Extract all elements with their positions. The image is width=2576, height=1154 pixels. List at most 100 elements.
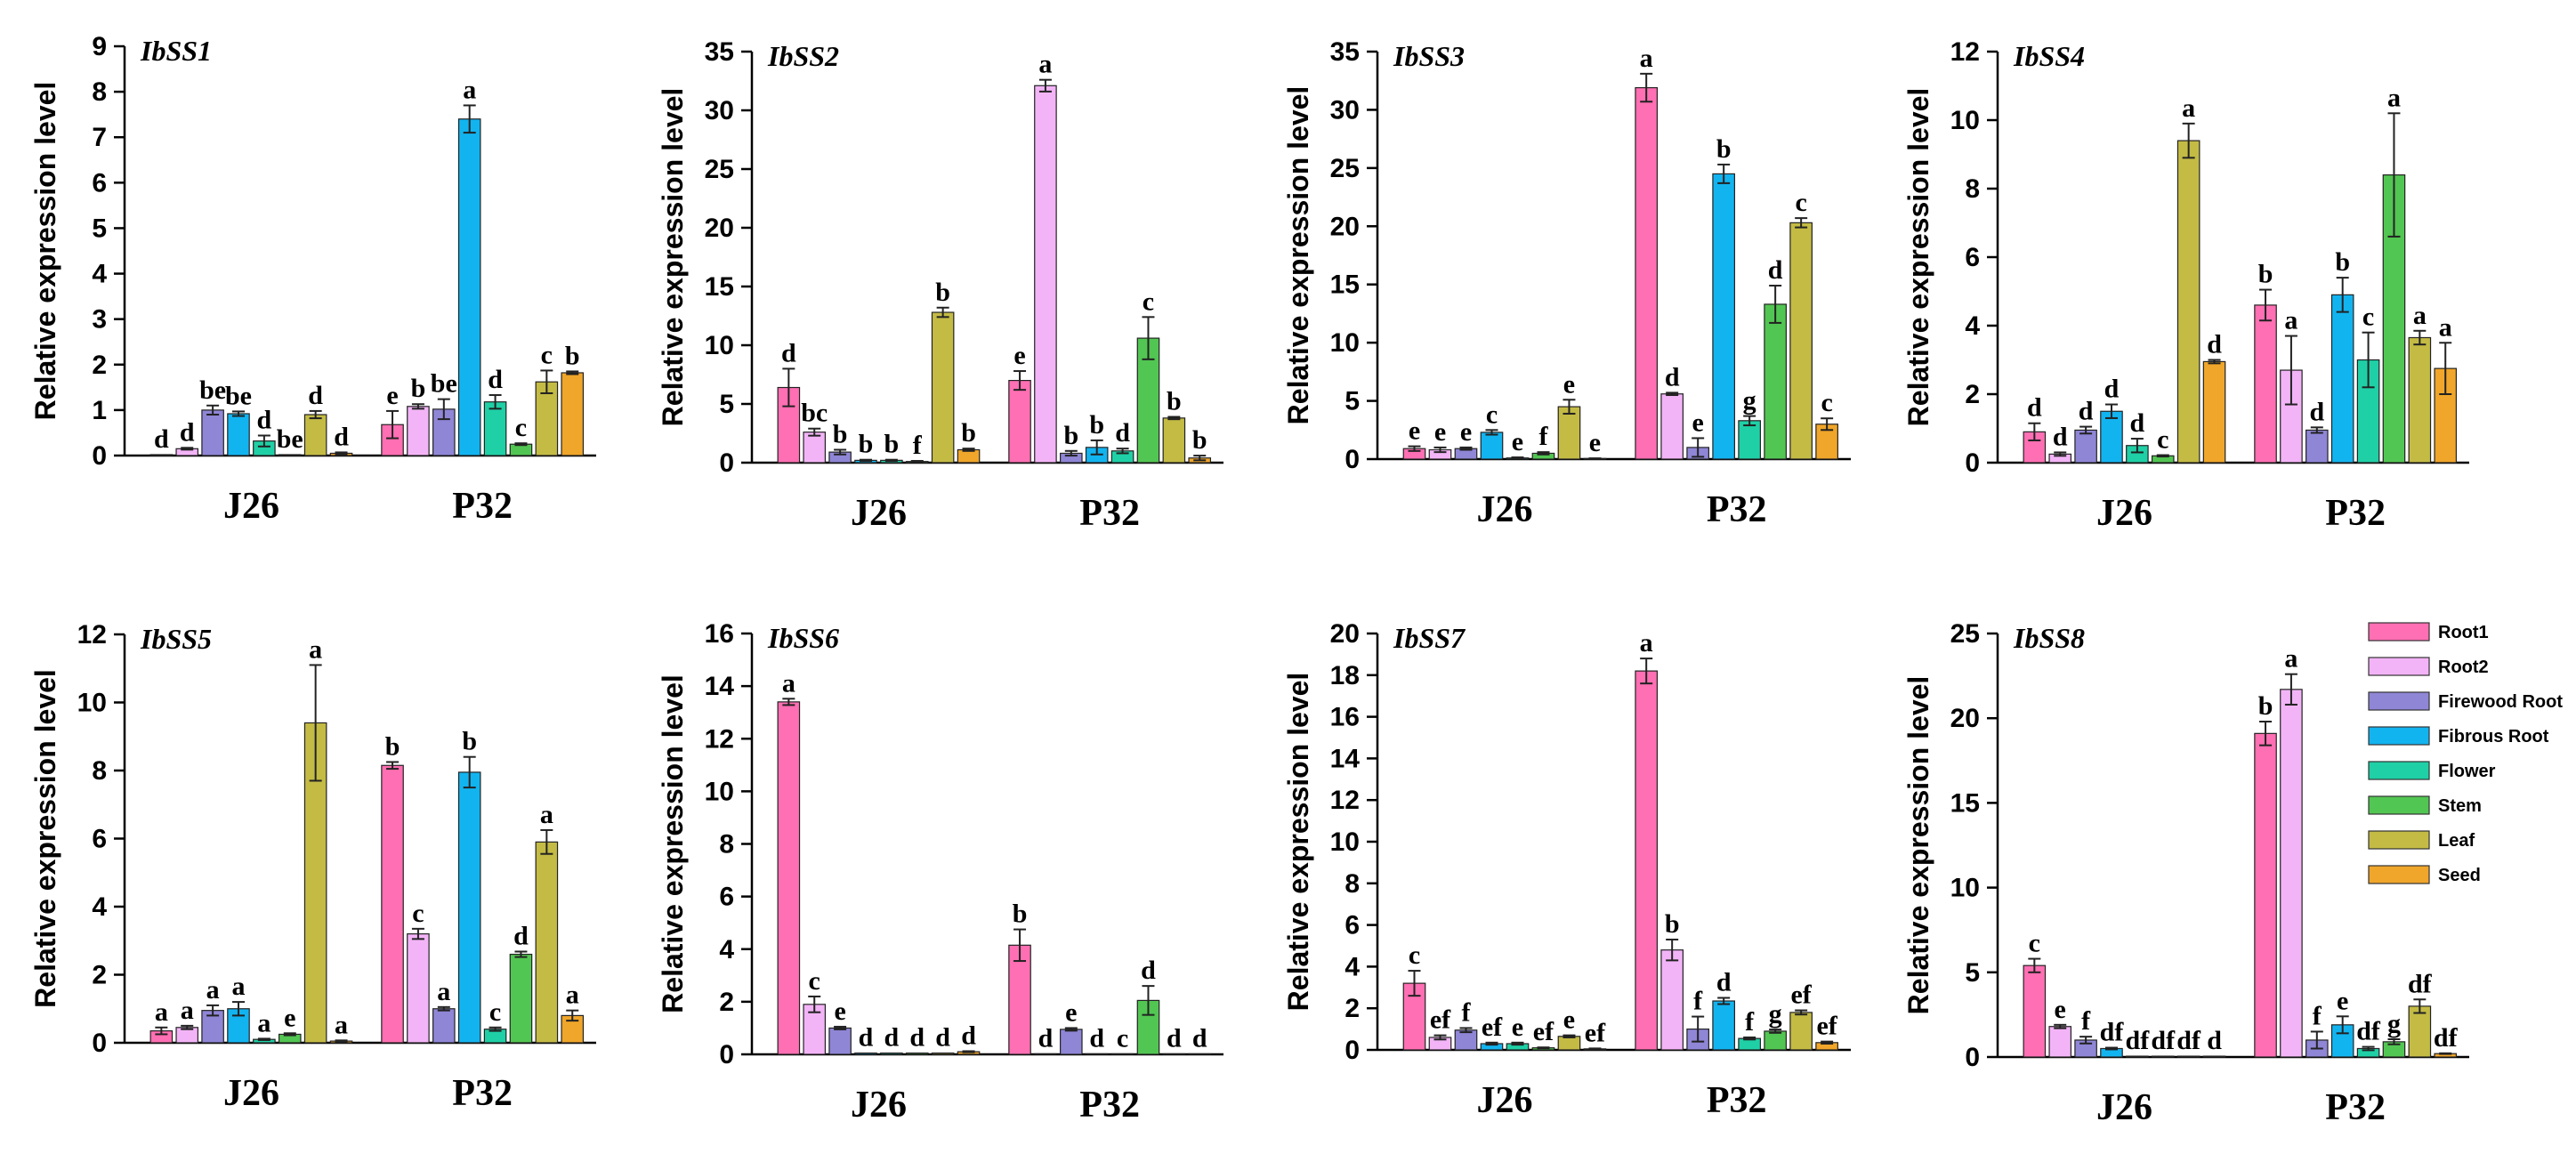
y-tick-label: 12 <box>1950 37 1980 67</box>
panel-title: IbSS5 <box>140 623 212 655</box>
bar <box>2305 429 2329 464</box>
significance-label: d <box>1716 968 1732 997</box>
bar <box>1738 420 1761 460</box>
legend: Root1 Root2 Firewood Root Fibrous Root Flowe… <box>2368 622 2563 885</box>
y-tick-label: 5 <box>1345 387 1360 416</box>
significance-label: c <box>489 997 501 1027</box>
significance-label: a <box>782 668 795 698</box>
significance-label: a <box>181 996 194 1025</box>
y-tick-label: 0 <box>1345 1036 1360 1065</box>
group-label: P32 <box>1079 1085 1140 1126</box>
significance-label: a <box>335 1010 348 1039</box>
legend-label: Flower <box>2438 762 2496 781</box>
y-tick-label: 6 <box>719 883 734 912</box>
bar <box>535 841 559 1044</box>
significance-label: b <box>935 278 950 307</box>
significance-label: e <box>284 1003 295 1032</box>
y-tick-label: 10 <box>1330 328 1360 358</box>
legend-swatch <box>2368 795 2430 815</box>
bar <box>1480 432 1504 460</box>
panel-title: IbSS3 <box>1393 40 1465 72</box>
y-tick-label: 8 <box>92 77 107 107</box>
significance-label: d <box>1089 1023 1104 1053</box>
bar <box>381 764 404 1044</box>
significance-label: e <box>1013 341 1025 370</box>
significance-label: e <box>1460 417 1472 447</box>
significance-label: b <box>1665 909 1680 939</box>
significance-label: c <box>1117 1023 1128 1053</box>
significance-label: df <box>2100 1018 2125 1047</box>
y-tick-label: 20 <box>1950 704 1980 733</box>
significance-label: d <box>935 1023 950 1053</box>
panel-ibss7: 0 2 4 6 8 10 12 14 16 18 20 Relative expression lev… <box>1282 619 1851 1121</box>
y-tick-label: 0 <box>1965 448 1980 478</box>
significance-label: d <box>859 1023 874 1053</box>
significance-label: c <box>1821 388 1832 417</box>
y-tick-label: 10 <box>1950 874 1980 903</box>
y-tick-label: 2 <box>1965 380 1980 409</box>
y-tick-label: 6 <box>1345 911 1360 940</box>
significance-label: b <box>2258 691 2273 721</box>
legend-swatch <box>2368 761 2430 780</box>
significance-label: d <box>2027 393 2042 423</box>
legend-label: Root1 <box>2438 623 2489 642</box>
bar <box>1660 949 1684 1051</box>
significance-label: be <box>225 381 252 410</box>
y-tick-label: 1 <box>92 396 107 425</box>
significance-label: b <box>2258 260 2273 289</box>
y-tick-label: 0 <box>92 1029 107 1058</box>
legend-swatch <box>2368 830 2430 850</box>
significance-label: d <box>1141 956 1156 985</box>
bar <box>1060 1029 1083 1055</box>
significance-label: a <box>2413 301 2427 330</box>
panel-title: IbSS2 <box>767 40 839 72</box>
bar <box>457 771 481 1044</box>
bar <box>2330 294 2354 464</box>
significance-label: c <box>515 413 527 442</box>
bar <box>931 311 955 464</box>
bar <box>1660 393 1684 460</box>
significance-label: c <box>1486 399 1498 429</box>
bar <box>828 1027 852 1055</box>
significance-label: d <box>961 1021 976 1050</box>
panel-ibss6: 0 2 4 6 8 10 12 14 16 Relative expression level Ib… <box>657 619 1223 1126</box>
significance-label: be <box>277 424 303 454</box>
y-tick-label: 10 <box>77 689 107 718</box>
significance-label: b <box>961 418 976 448</box>
y-tick-label: 10 <box>705 331 734 360</box>
bar <box>1188 1053 1212 1055</box>
significance-label: c <box>809 966 820 996</box>
bar <box>2151 1055 2175 1058</box>
significance-label: a <box>309 634 322 664</box>
significance-label: d <box>781 338 796 367</box>
y-tick-label: 0 <box>719 448 734 478</box>
bar <box>2254 732 2277 1058</box>
significance-label: g <box>1769 999 1782 1029</box>
significance-label: a <box>257 1008 271 1037</box>
bar <box>1557 1036 1581 1051</box>
y-axis-label: Relative expression level <box>1282 86 1314 425</box>
significance-label: be <box>431 369 457 399</box>
significance-label: b <box>1063 421 1078 450</box>
y-tick-label: 15 <box>1330 270 1360 300</box>
legend-swatch <box>2368 622 2430 642</box>
significance-label: d <box>154 424 169 454</box>
significance-label: d <box>1038 1023 1054 1053</box>
bar <box>407 406 430 456</box>
significance-label: c <box>412 899 424 928</box>
bar <box>2048 1026 2072 1058</box>
bar <box>905 1052 929 1055</box>
y-tick-label: 3 <box>92 305 107 335</box>
legend-label: Root2 <box>2438 658 2489 677</box>
significance-label: d <box>2053 422 2068 451</box>
significance-label: e <box>1563 369 1575 399</box>
y-tick-label: 0 <box>1345 445 1360 474</box>
group-label: J26 <box>2096 1087 2152 1128</box>
significance-label: ef <box>1585 1018 1606 1047</box>
y-tick-label: 0 <box>92 441 107 471</box>
significance-label: e <box>2055 995 2066 1024</box>
significance-label: ef <box>1533 1017 1554 1046</box>
bar <box>1034 1053 1057 1055</box>
y-tick-label: 30 <box>1330 95 1360 125</box>
